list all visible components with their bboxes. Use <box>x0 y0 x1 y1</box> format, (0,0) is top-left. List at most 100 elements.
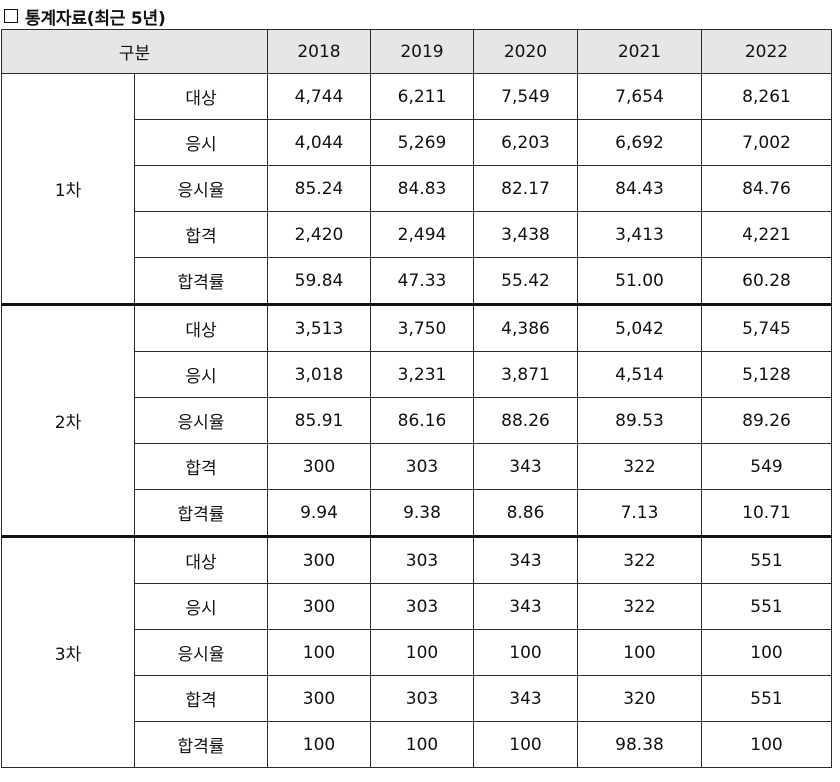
round-label: 1차 <box>1 73 135 305</box>
value-cell: 84.76 <box>701 165 832 212</box>
value-cell: 5,269 <box>370 119 474 166</box>
metric-label: 응시율 <box>134 629 268 676</box>
value-cell: 5,128 <box>701 351 832 398</box>
value-cell: 100 <box>267 629 371 676</box>
value-cell: 3,018 <box>267 351 371 398</box>
value-cell: 3,750 <box>370 303 474 352</box>
value-cell: 98.38 <box>577 721 702 768</box>
value-cell: 100 <box>473 629 578 676</box>
value-cell: 100 <box>267 721 371 768</box>
header-year: 2019 <box>370 29 474 74</box>
value-cell: 88.26 <box>473 397 578 444</box>
value-cell: 300 <box>267 675 371 722</box>
value-cell: 3,438 <box>473 211 578 258</box>
value-cell: 322 <box>577 443 702 490</box>
value-cell: 10.71 <box>701 489 832 537</box>
metric-label: 응시율 <box>134 165 268 212</box>
table-row: 응시 3,018 3,231 3,871 4,514 5,128 <box>2 351 832 398</box>
value-cell: 4,744 <box>267 73 371 120</box>
value-cell: 100 <box>370 721 474 768</box>
value-cell: 51.00 <box>577 257 702 305</box>
value-cell: 47.33 <box>370 257 474 305</box>
value-cell: 303 <box>370 443 474 490</box>
value-cell: 322 <box>577 583 702 630</box>
metric-label: 대상 <box>134 535 268 584</box>
section-heading: 통계자료(최근 5년) <box>3 3 166 29</box>
round-label: 2차 <box>1 303 135 537</box>
value-cell: 2,420 <box>267 211 371 258</box>
value-cell: 303 <box>370 583 474 630</box>
table-row: 3차 대상 300 303 343 322 551 <box>1 535 832 768</box>
metric-label: 응시 <box>134 351 268 398</box>
value-cell: 100 <box>701 721 832 768</box>
table-row: 합격 2,420 2,494 3,438 3,413 4,221 <box>2 211 832 258</box>
value-cell: 300 <box>267 535 371 584</box>
metric-label: 합격 <box>134 443 268 490</box>
table-row: 합격률 59.84 47.33 55.42 51.00 60.28 <box>2 257 832 305</box>
table-row: 2차 대상 3,513 3,750 4,386 5,042 5,745 <box>1 303 832 537</box>
metric-label: 대상 <box>134 73 268 120</box>
round-label: 3차 <box>1 535 135 768</box>
value-cell: 343 <box>473 535 578 584</box>
value-cell: 55.42 <box>473 257 578 305</box>
value-cell: 549 <box>701 443 832 490</box>
value-cell: 5,745 <box>701 303 832 352</box>
metric-label: 합격률 <box>134 721 268 768</box>
value-cell: 300 <box>267 443 371 490</box>
header-row: 구분 2018 2019 2020 2021 2022 <box>1 29 832 74</box>
header-year: 2018 <box>267 29 371 74</box>
value-cell: 100 <box>370 629 474 676</box>
metric-label: 합격률 <box>134 257 268 305</box>
section-title: 통계자료(최근 5년) <box>25 8 166 29</box>
header-category: 구분 <box>1 29 268 74</box>
table-row: 응시율 85.24 84.83 82.17 84.43 84.76 <box>2 165 832 212</box>
value-cell: 551 <box>701 583 832 630</box>
value-cell: 2,494 <box>370 211 474 258</box>
value-cell: 60.28 <box>701 257 832 305</box>
value-cell: 7,549 <box>473 73 578 120</box>
value-cell: 343 <box>473 583 578 630</box>
value-cell: 84.83 <box>370 165 474 212</box>
value-cell: 7,002 <box>701 119 832 166</box>
value-cell: 7.13 <box>577 489 702 537</box>
value-cell: 6,692 <box>577 119 702 166</box>
table-row: 합격 300 303 343 322 549 <box>2 443 832 490</box>
value-cell: 86.16 <box>370 397 474 444</box>
value-cell: 100 <box>577 629 702 676</box>
value-cell: 9.94 <box>267 489 371 537</box>
metric-label: 합격 <box>134 211 268 258</box>
value-cell: 551 <box>701 535 832 584</box>
value-cell: 4,386 <box>473 303 578 352</box>
value-cell: 303 <box>370 535 474 584</box>
table-row: 합격률 9.94 9.38 8.86 7.13 10.71 <box>2 489 832 537</box>
value-cell: 303 <box>370 675 474 722</box>
table-row: 1차 대상 4,744 6,211 7,549 7,654 8,261 <box>1 73 832 305</box>
metric-label: 합격률 <box>134 489 268 537</box>
value-cell: 89.53 <box>577 397 702 444</box>
value-cell: 7,654 <box>577 73 702 120</box>
statistics-table: 구분 2018 2019 2020 2021 2022 1차 대상 4,744 6,2… <box>1 29 832 768</box>
value-cell: 8,261 <box>701 73 832 120</box>
value-cell: 4,221 <box>701 211 832 258</box>
header-year: 2022 <box>701 29 832 74</box>
value-cell: 9.38 <box>370 489 474 537</box>
metric-label: 응시율 <box>134 397 268 444</box>
value-cell: 85.24 <box>267 165 371 212</box>
metric-label: 응시 <box>134 119 268 166</box>
value-cell: 85.91 <box>267 397 371 444</box>
value-cell: 320 <box>577 675 702 722</box>
value-cell: 89.26 <box>701 397 832 444</box>
value-cell: 100 <box>701 629 832 676</box>
header-year: 2020 <box>473 29 578 74</box>
value-cell: 3,871 <box>473 351 578 398</box>
empty-square-icon <box>4 9 18 23</box>
value-cell: 343 <box>473 443 578 490</box>
value-cell: 4,514 <box>577 351 702 398</box>
value-cell: 82.17 <box>473 165 578 212</box>
value-cell: 59.84 <box>267 257 371 305</box>
value-cell: 3,231 <box>370 351 474 398</box>
value-cell: 322 <box>577 535 702 584</box>
metric-label: 합격 <box>134 675 268 722</box>
value-cell: 3,513 <box>267 303 371 352</box>
value-cell: 6,203 <box>473 119 578 166</box>
